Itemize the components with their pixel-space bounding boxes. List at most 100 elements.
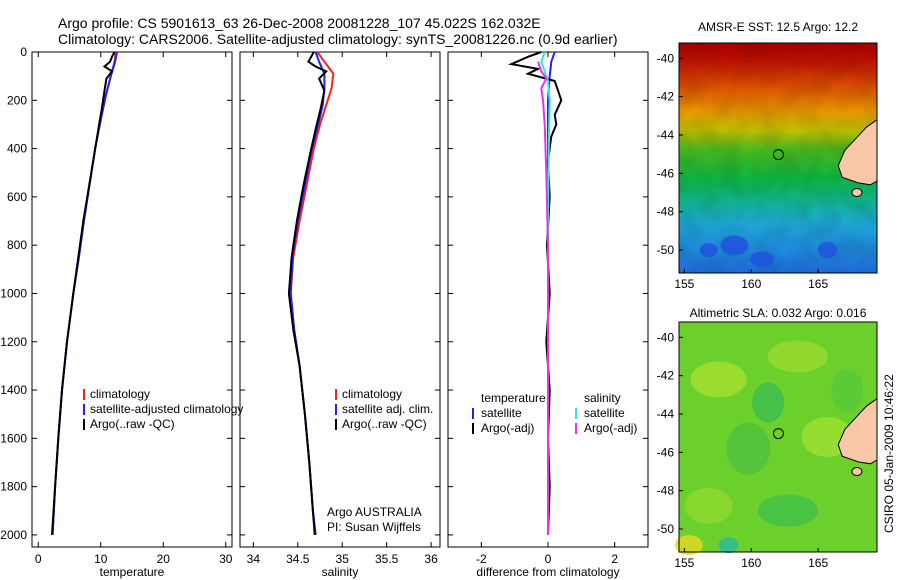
profile-panel-2: 34 34.5 35 35.5 36 salinity climatologysatelli…	[239, 51, 441, 579]
x-tick-label: 160	[741, 277, 761, 291]
legend-entry: satellite-adjusted climatology	[90, 402, 243, 416]
sla-patch	[690, 361, 747, 398]
legend-entry: Argo(-adj)	[584, 421, 637, 435]
x-tick-label: 34	[247, 552, 261, 566]
legend-entry: Argo(..raw -QC)	[342, 417, 427, 431]
y-tick-label: -42	[657, 369, 675, 383]
y-tick-label: 1000	[0, 286, 27, 300]
sst-patch	[699, 243, 718, 257]
legend-entry: Argo(..raw -QC)	[90, 417, 175, 431]
x-tick-label: 35.5	[375, 552, 399, 566]
x-tick-label: -2	[476, 552, 487, 566]
plot-frame	[239, 51, 441, 548]
legend-header: temperature	[481, 391, 546, 405]
x-axis-label: temperature	[100, 565, 165, 579]
legend-entry: climatology	[90, 387, 150, 401]
sla-patch	[718, 537, 739, 554]
y-tick-label: 200	[7, 93, 27, 107]
legend-entry: satellite	[584, 406, 625, 420]
x-tick-label: 155	[674, 556, 694, 570]
y-tick-label: -42	[657, 90, 675, 104]
map-frame	[678, 321, 878, 553]
legend-header: salinity	[584, 391, 621, 405]
y-tick-label: 1200	[0, 335, 27, 349]
land-mass	[837, 397, 878, 465]
map-title: AMSR-E SST: 12.5 Argo: 12.2	[698, 20, 858, 34]
sst-patch	[720, 235, 749, 256]
series-line-blue	[51, 51, 118, 535]
sst-patch	[750, 251, 775, 268]
y-tick-label: -40	[657, 51, 675, 65]
sla-patch	[757, 494, 818, 527]
legend-entry: satellite adj. clim.	[342, 402, 433, 416]
x-tick-label: 165	[808, 277, 828, 291]
annotation-line: PI: Susan Wijffels	[327, 520, 421, 534]
series-line-black	[507, 51, 563, 535]
y-tick-label: -40	[657, 330, 675, 344]
x-tick-label: 0	[35, 552, 42, 566]
annotation-line: Argo AUSTRALIA	[327, 505, 422, 519]
sla-patch	[684, 488, 733, 524]
legend-entry: climatology	[342, 387, 402, 401]
y-tick-label: -48	[657, 484, 675, 498]
map-panel-2: Altimetric SLA: 0.032 Argo: 0.016 155 160 1…	[657, 306, 878, 570]
y-tick-label: -48	[657, 205, 675, 219]
y-tick-label: 400	[7, 142, 27, 156]
legend-entry: satellite	[481, 406, 522, 420]
x-tick-label: 10	[94, 552, 108, 566]
map-panels: AMSR-E SST: 12.5 Argo: 12.2 155 160 165 -40 -…	[657, 20, 878, 570]
x-tick-label: 165	[808, 556, 828, 570]
sla-patch	[726, 422, 771, 475]
profile-panel-1: 0 10 20 30 temperature 0 200 400 600 800 1000 1200 1…	[0, 45, 243, 579]
y-tick-label: 1600	[0, 431, 27, 445]
map-panel-1: AMSR-E SST: 12.5 Argo: 12.2 155 160 165 -40 -…	[657, 20, 878, 291]
argo-location-marker	[772, 428, 784, 440]
series-line-red	[51, 51, 117, 535]
x-tick-label: 160	[741, 556, 761, 570]
y-tick-label: -44	[657, 407, 675, 421]
legend-entry: Argo(-adj)	[481, 421, 534, 435]
sst-patch	[817, 242, 838, 258]
y-tick-label: -50	[657, 522, 675, 536]
sla-patch	[831, 369, 864, 413]
x-tick-label: 34.5	[286, 552, 310, 566]
x-tick-label: 155	[674, 277, 694, 291]
header-line-2: Climatology: CARS2006. Satellite-adjuste…	[58, 31, 618, 47]
y-tick-label: 1400	[0, 383, 27, 397]
x-axis-label: salinity	[322, 565, 359, 579]
sla-patch	[674, 535, 703, 556]
y-tick-label: 600	[7, 190, 27, 204]
series-line-black	[51, 51, 116, 535]
argo-location-marker	[772, 149, 784, 161]
y-tick-label: -46	[657, 166, 675, 180]
y-tick-label: -44	[657, 128, 675, 142]
x-tick-label: 2	[611, 552, 618, 566]
header-line-1: Argo profile: CS 5901613_63 26-Dec-2008 …	[58, 15, 541, 31]
y-tick-label: 2000	[0, 528, 27, 542]
x-tick-label: 30	[219, 552, 233, 566]
sla-patch	[752, 382, 785, 423]
x-tick-label: 0	[545, 552, 552, 566]
x-tick-label: 20	[157, 552, 171, 566]
series-line-red	[289, 51, 335, 536]
land-mass	[837, 118, 878, 186]
land-island	[851, 188, 863, 197]
footer-note: CSIRO 05-Jan-2009 10:46:22	[882, 374, 896, 533]
y-tick-label: 1800	[0, 480, 27, 494]
series-line-black	[287, 51, 328, 535]
y-tick-label: -46	[657, 445, 675, 459]
land-island	[851, 467, 863, 476]
x-tick-label: 36	[424, 552, 438, 566]
sla-patch	[767, 340, 828, 373]
x-axis-label: difference from climatology	[476, 565, 619, 579]
y-tick-label: 800	[7, 238, 27, 252]
y-tick-label: -50	[657, 243, 675, 257]
x-tick-label: 35	[336, 552, 350, 566]
series-line-magenta	[537, 61, 549, 535]
profile-panels: 0 10 20 30 temperature 0 200 400 600 800 1000 1200 1…	[0, 45, 649, 579]
plot-frame	[31, 51, 233, 548]
map-title: Altimetric SLA: 0.032 Argo: 0.016	[690, 306, 867, 320]
map-frame	[678, 42, 878, 274]
